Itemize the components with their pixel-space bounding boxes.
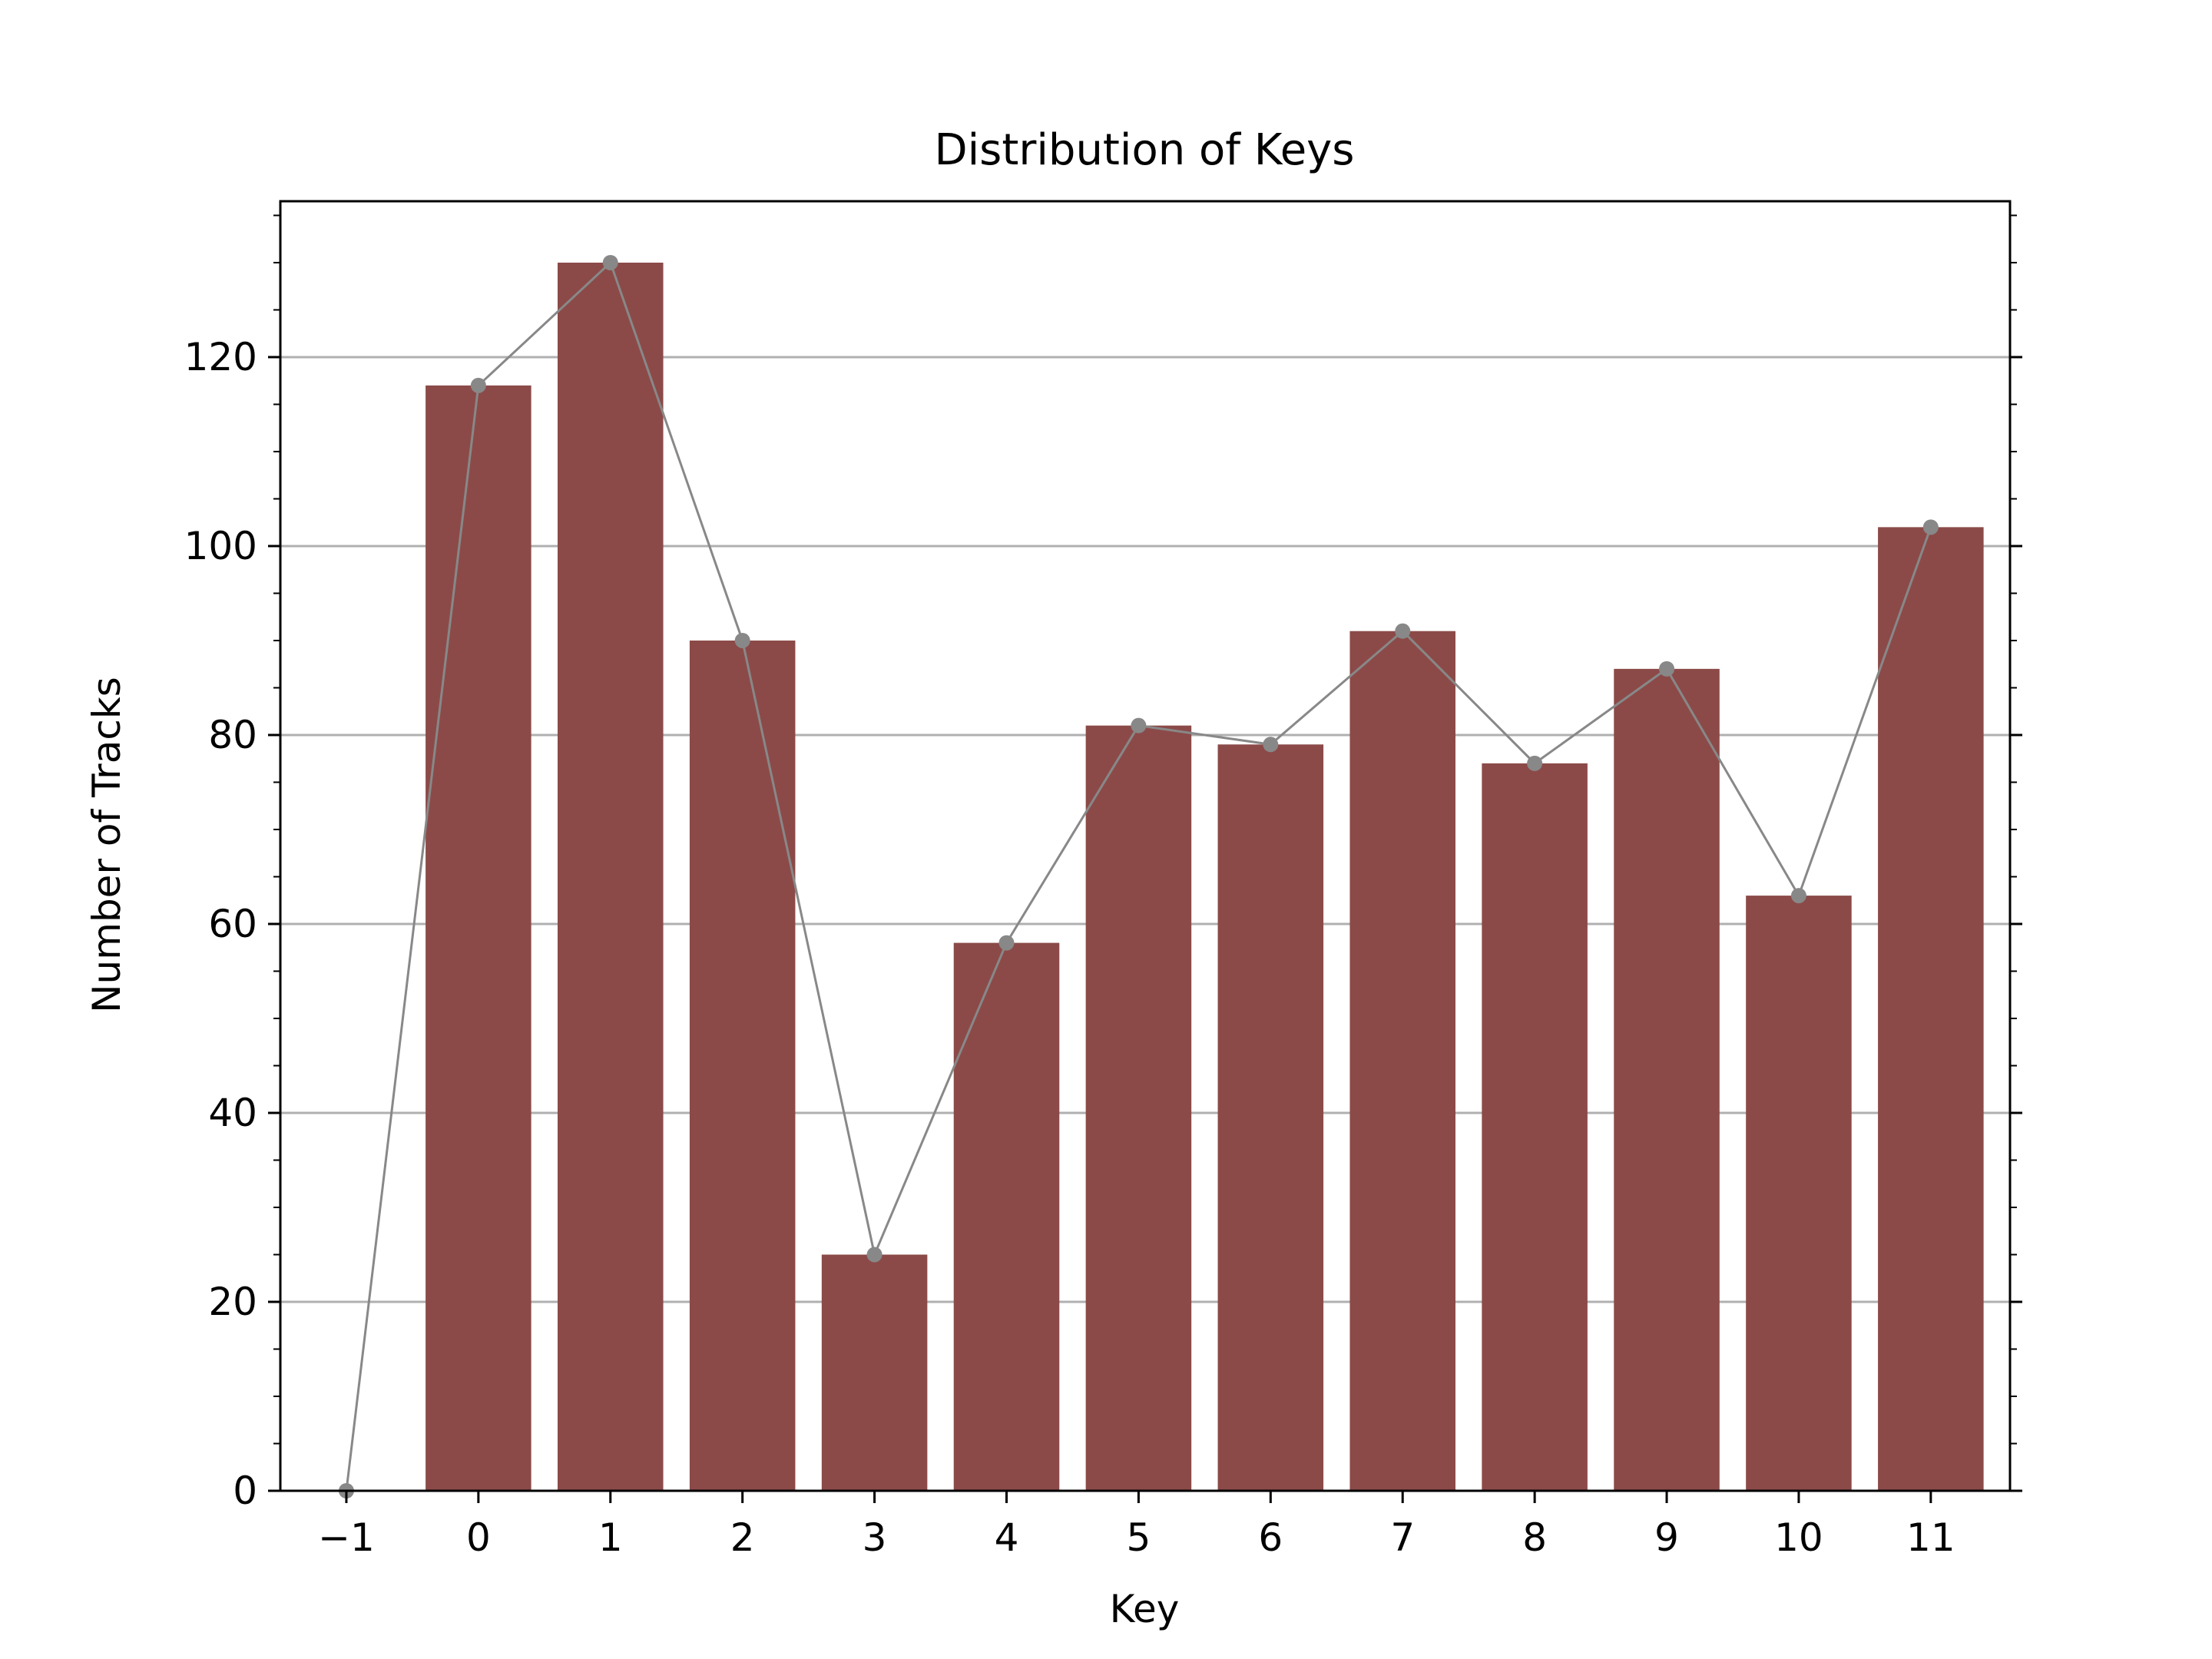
line-point: [866, 1247, 882, 1263]
x-tick-label: 0: [466, 1515, 491, 1560]
x-tick-label: 5: [1126, 1515, 1151, 1560]
tick-labels: −1 0 1 2 3 4 5 6 7 8 9 10 11 0 20 40 60 80 100 120: [184, 335, 1955, 1560]
axis-ticks: [268, 214, 2022, 1503]
x-tick-label: 2: [730, 1515, 755, 1560]
y-axis-label: Number of Tracks: [84, 677, 129, 1013]
line-point: [998, 935, 1015, 951]
plot-frame: [279, 200, 2012, 1492]
bars: [426, 262, 1984, 1492]
x-tick-label: −1: [318, 1515, 375, 1560]
bar: [1482, 763, 1588, 1491]
line-point: [1131, 717, 1147, 733]
x-tick-label: 8: [1522, 1515, 1547, 1560]
bar: [1085, 725, 1192, 1491]
bar: [1349, 631, 1455, 1491]
bar: [1217, 744, 1324, 1491]
x-tick-label: 6: [1258, 1515, 1283, 1560]
bar: [689, 640, 796, 1491]
bar: [1614, 668, 1720, 1491]
bar: [821, 1254, 928, 1491]
y-tick-label: 40: [208, 1091, 257, 1135]
line-point: [1263, 737, 1279, 753]
y-tick-label: 100: [184, 524, 257, 568]
y-tick-label: 120: [184, 335, 257, 379]
line-point: [1790, 888, 1806, 904]
x-tick-label: 11: [1906, 1515, 1955, 1560]
line-point: [1922, 519, 1939, 535]
bar: [426, 385, 531, 1491]
x-axis-label: Key: [1110, 1587, 1180, 1631]
bar: [558, 262, 664, 1491]
x-tick-label: 3: [863, 1515, 887, 1560]
y-tick-label: 60: [208, 902, 257, 946]
y-tick-label: 80: [208, 713, 257, 757]
x-tick-label: 10: [1774, 1515, 1823, 1560]
line-point: [470, 377, 486, 393]
line-series: [338, 254, 1939, 1498]
x-tick-label: 7: [1390, 1515, 1415, 1560]
bar: [953, 942, 1060, 1491]
line-point: [1527, 755, 1543, 771]
chart-title: Distribution of Keys: [935, 125, 1355, 175]
x-tick-label: 1: [598, 1515, 623, 1560]
line-point: [1659, 661, 1675, 677]
bar: [1878, 527, 1984, 1492]
bar: [1746, 896, 1852, 1491]
x-tick-label: 9: [1654, 1515, 1679, 1560]
line-point: [602, 254, 618, 270]
y-tick-label: 20: [208, 1280, 257, 1324]
y-tick-label: 0: [233, 1469, 257, 1513]
x-tick-label: 4: [995, 1515, 1019, 1560]
line-point: [734, 632, 750, 648]
line-point: [1395, 623, 1411, 639]
